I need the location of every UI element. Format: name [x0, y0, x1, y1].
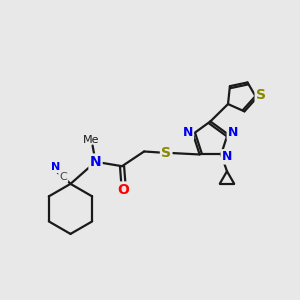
Text: S: S — [256, 88, 266, 102]
Text: Me: Me — [83, 135, 99, 145]
Text: N: N — [222, 150, 232, 163]
Text: N: N — [182, 126, 193, 139]
Text: O: O — [118, 183, 129, 197]
Text: C: C — [59, 172, 67, 182]
Text: N: N — [228, 126, 238, 139]
Text: S: S — [161, 146, 171, 160]
Text: N: N — [90, 155, 101, 169]
Text: N: N — [51, 162, 61, 172]
